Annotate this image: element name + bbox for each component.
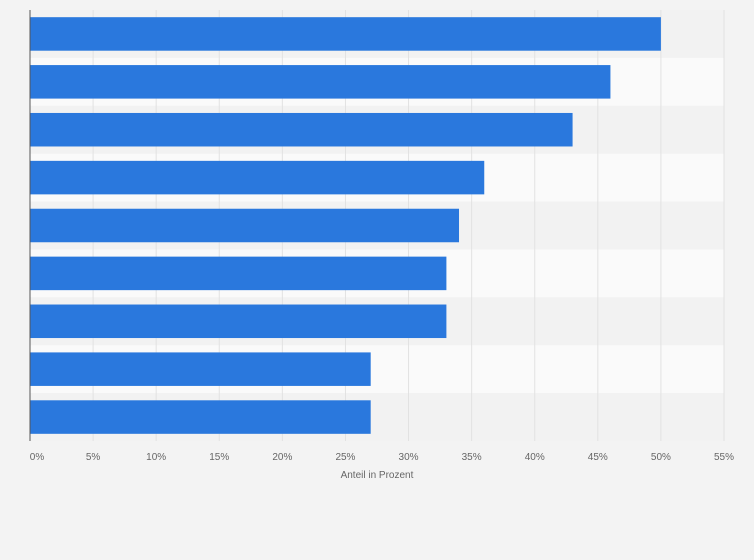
x-tick-label: 20% xyxy=(272,452,292,463)
bar[interactable] xyxy=(30,17,661,51)
x-tick-label: 30% xyxy=(399,452,419,463)
x-axis-title: Anteil in Prozent xyxy=(341,470,414,481)
x-tick-label: 55% xyxy=(714,452,734,463)
x-tick-labels: 0% 5% 10% 15% 20% 25% 30% 35% 40% 45% 50% 55% xyxy=(30,452,734,463)
bars xyxy=(30,17,661,434)
x-tick-label: 35% xyxy=(462,452,482,463)
bar[interactable] xyxy=(30,65,611,99)
x-tick-label: 40% xyxy=(525,452,545,463)
x-tick-label: 25% xyxy=(335,452,355,463)
x-tick-label: 45% xyxy=(588,452,608,463)
bar[interactable] xyxy=(30,304,447,339)
bar[interactable] xyxy=(30,112,573,147)
x-tick-label: 5% xyxy=(86,452,101,463)
x-tick-label: 0% xyxy=(30,452,45,463)
bar[interactable] xyxy=(30,160,485,195)
x-tick-label: 50% xyxy=(651,452,671,463)
bar[interactable] xyxy=(30,352,371,386)
x-tick-label: 15% xyxy=(209,452,229,463)
bar[interactable] xyxy=(30,208,460,243)
x-tick-label: 10% xyxy=(146,452,166,463)
bar[interactable] xyxy=(30,400,371,434)
bar[interactable] xyxy=(30,256,447,291)
